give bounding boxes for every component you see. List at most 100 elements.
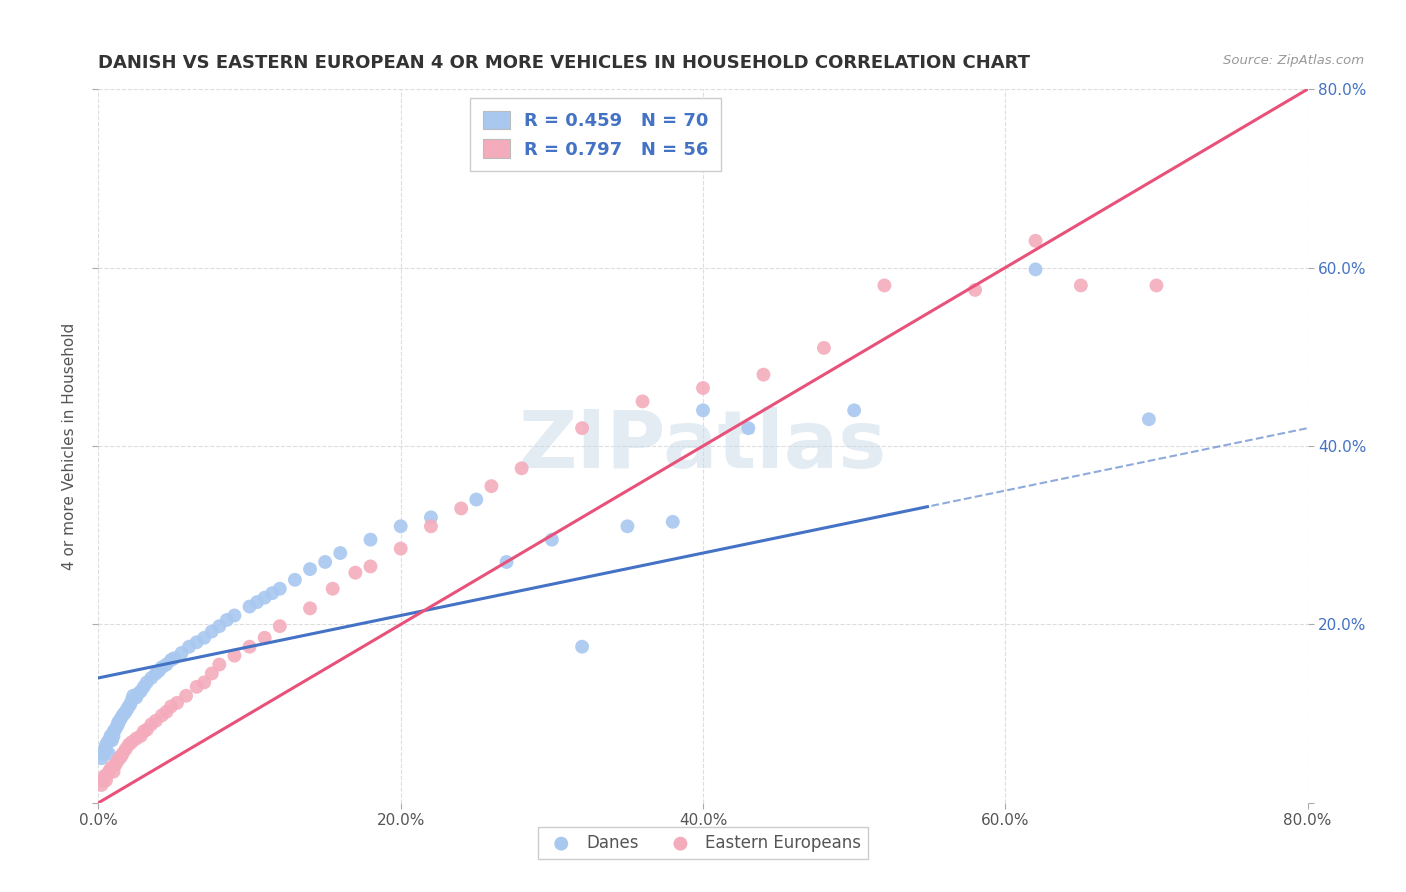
Point [96,735,118,749]
Point [135,675,157,690]
Point [145,714,167,728]
Point [98,747,121,761]
Point [155,705,177,719]
Point [284,573,307,587]
Point [389,541,412,556]
Point [98,733,121,747]
Point [121,735,143,749]
Point [114,742,136,756]
Point [115,702,138,716]
Point [135,723,157,737]
Point [193,675,215,690]
Point [160,653,183,667]
Point [208,619,231,633]
Point [114,705,136,719]
Point [420,519,443,533]
Point [110,711,132,725]
Point [314,555,336,569]
Point [125,690,148,705]
Point [179,640,201,654]
Point [103,764,125,779]
Point [107,753,129,767]
Point [150,660,173,674]
Point [495,555,517,569]
Point [94,742,117,756]
Point [90,778,112,792]
Point [155,657,177,672]
Point [110,749,132,764]
Point [450,501,472,516]
Point [239,599,262,614]
Point [224,648,246,663]
Point [269,619,291,633]
Point [120,698,142,712]
Point [105,720,128,734]
Point [90,751,112,765]
Point [208,657,231,672]
Point [94,773,117,788]
Point [111,708,134,723]
Point [510,461,533,475]
Point [540,533,562,547]
Point [118,738,141,752]
Point [98,764,121,779]
Point [148,664,170,678]
Point [111,747,134,761]
Legend: Danes, Eastern Europeans: Danes, Eastern Europeans [538,828,868,859]
Point [100,731,122,746]
Point [132,680,155,694]
Text: DANISH VS EASTERN EUROPEAN 4 OR MORE VEHICLES IN HOUSEHOLD CORRELATION CHART: DANISH VS EASTERN EUROPEAN 4 OR MORE VEH… [98,54,1031,72]
Point [965,283,987,297]
Point [692,403,714,417]
Y-axis label: 4 or more Vehicles in Household: 4 or more Vehicles in Household [62,322,77,570]
Point [174,689,197,703]
Point [631,394,654,409]
Point [91,773,114,788]
Point [94,738,117,752]
Point [170,646,193,660]
Point [215,613,238,627]
Point [93,742,115,756]
Point [125,731,148,746]
Point [344,566,367,580]
Point [163,651,186,665]
Point [122,689,145,703]
Point [104,723,127,737]
Point [160,699,183,714]
Point [360,559,382,574]
Point [239,640,262,654]
Point [299,562,322,576]
Text: Source: ZipAtlas.com: Source: ZipAtlas.com [1223,54,1364,67]
Point [269,582,291,596]
Point [1137,412,1160,426]
Point [813,341,835,355]
Point [166,696,188,710]
Point [104,758,127,772]
Point [322,582,344,596]
Point [224,608,246,623]
Point [127,687,149,701]
Point [118,699,141,714]
Point [329,546,352,560]
Point [571,421,593,435]
Point [616,519,638,533]
Point [107,717,129,731]
Point [873,278,896,293]
Point [100,762,122,776]
Point [103,724,125,739]
Point [121,693,143,707]
Point [112,706,135,721]
Point [420,510,443,524]
Point [101,760,124,774]
Point [108,714,131,728]
Point [108,751,131,765]
Point [93,769,115,783]
Point [105,756,128,770]
Point [262,586,284,600]
Point [91,747,114,761]
Point [246,595,269,609]
Point [1144,278,1167,293]
Point [1024,262,1046,277]
Point [141,717,163,731]
Point [129,684,152,698]
